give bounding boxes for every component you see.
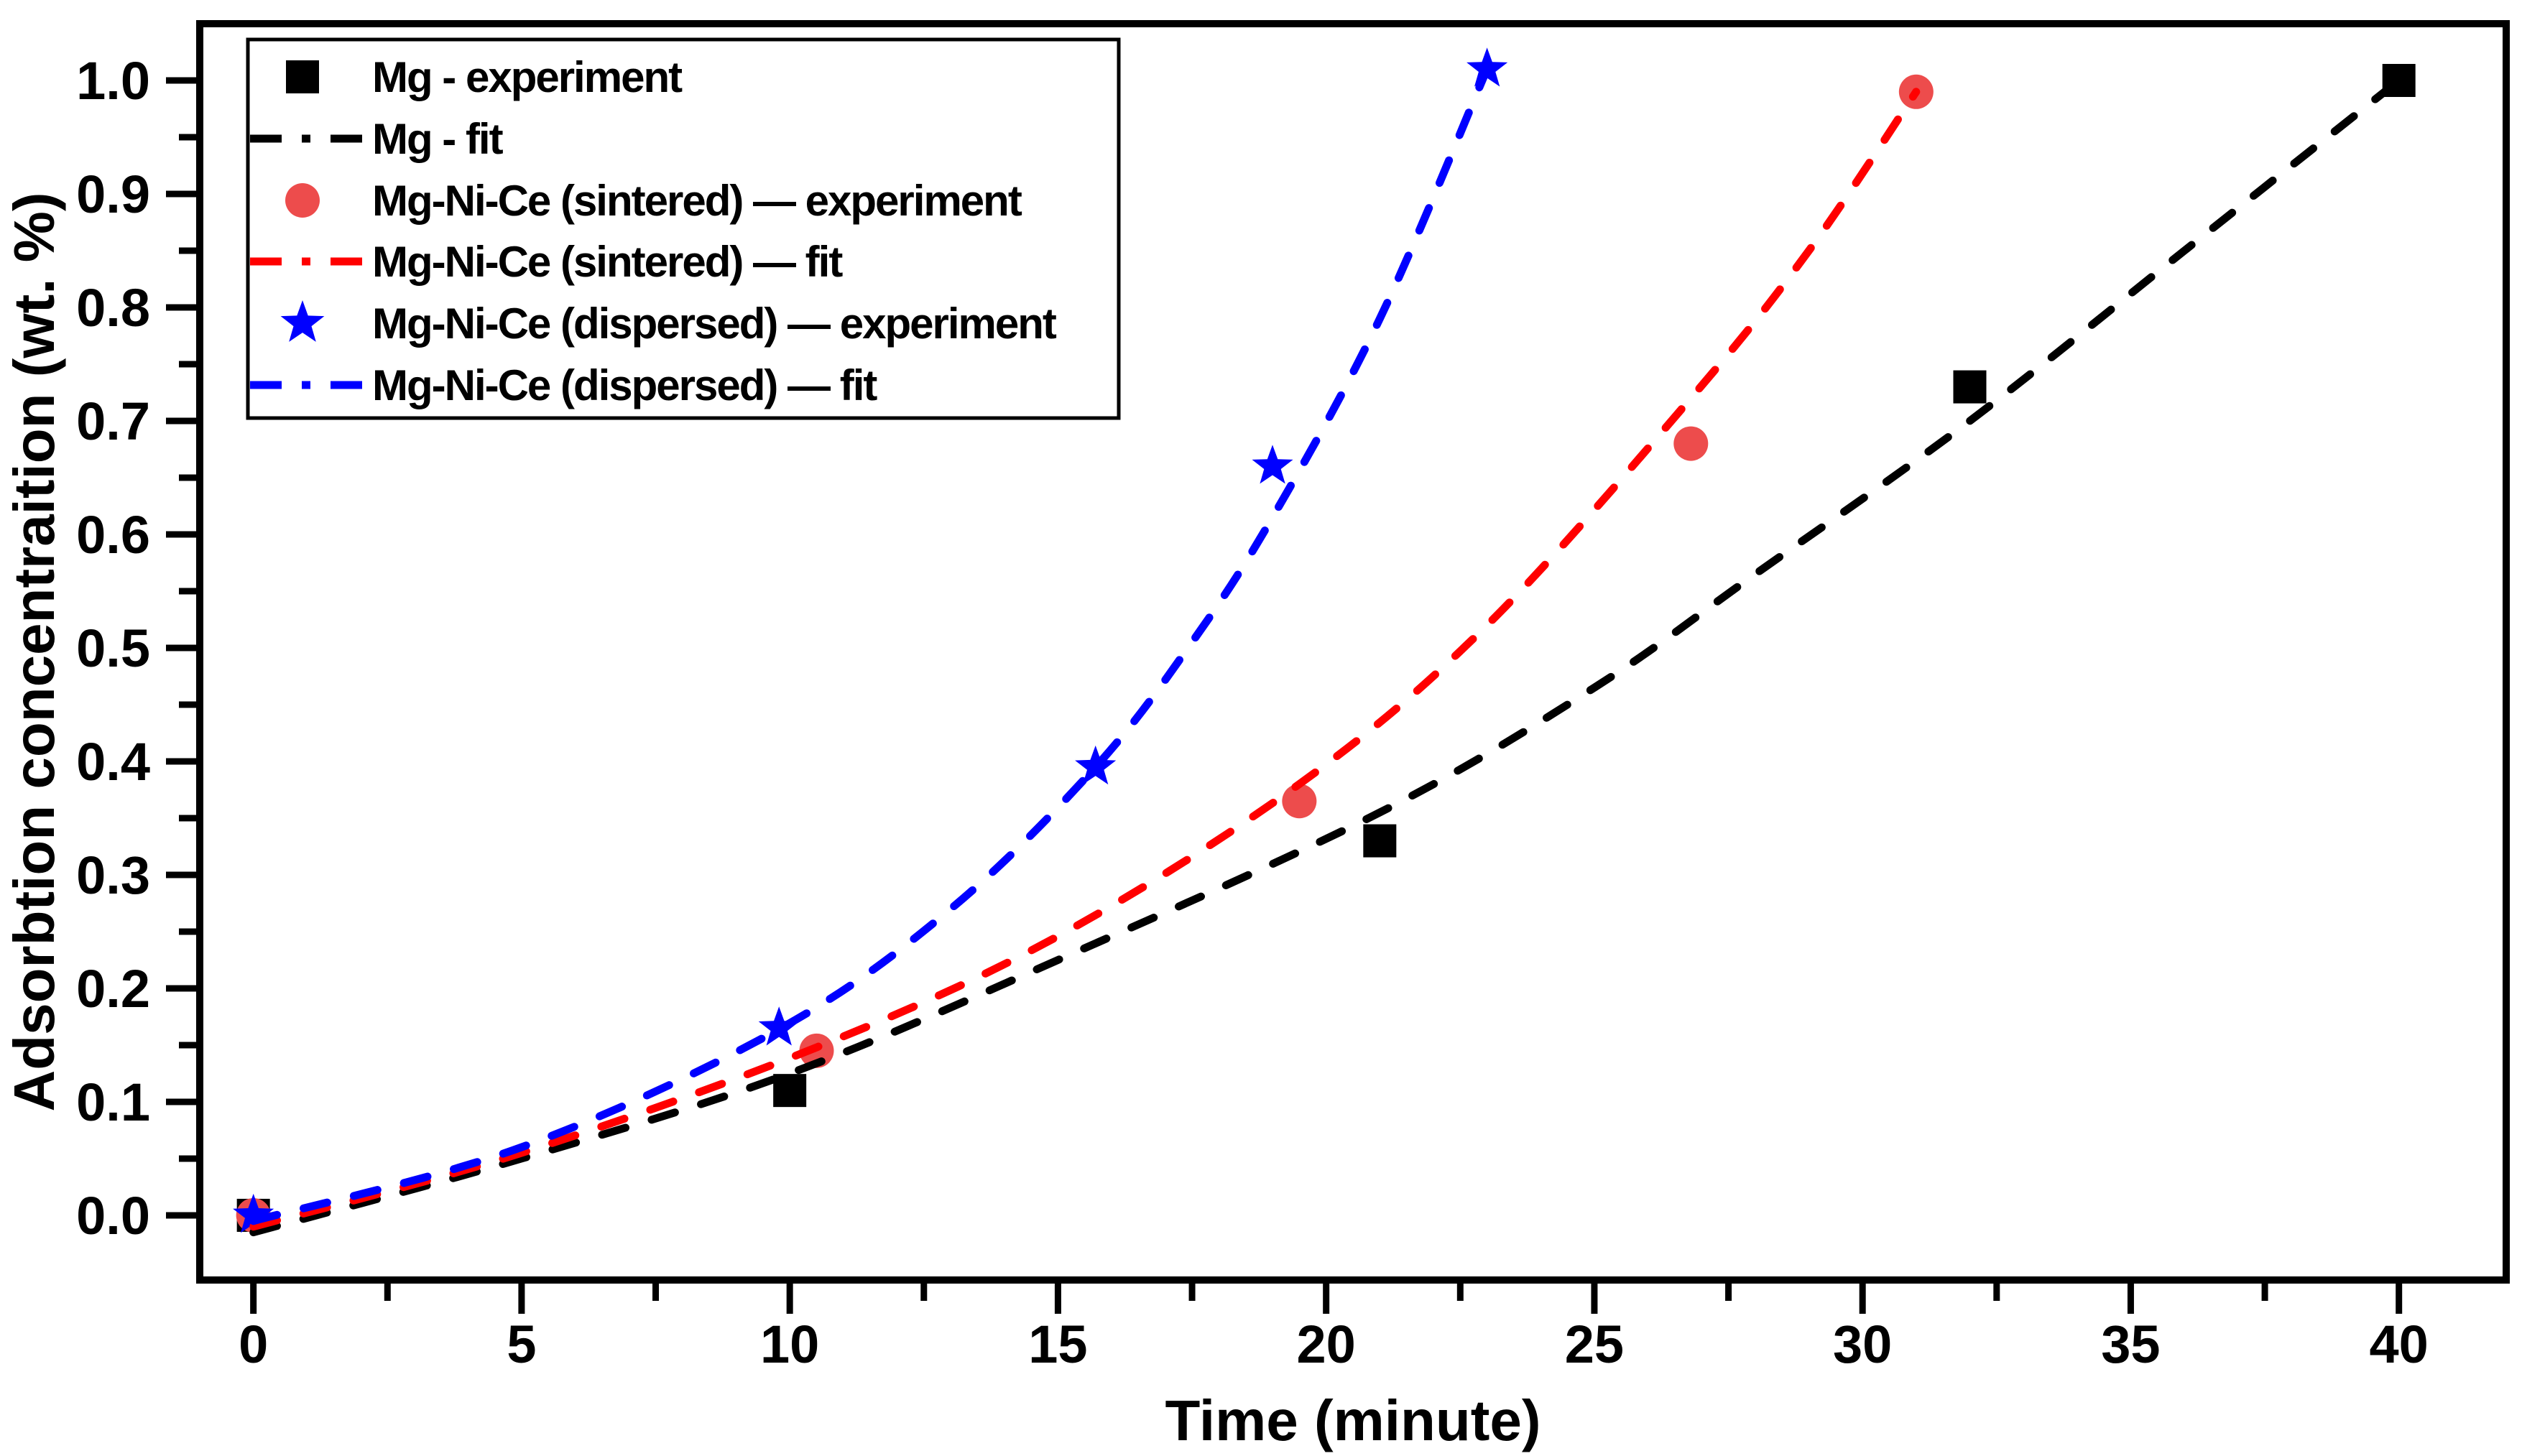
axes-spine bbox=[196, 20, 2510, 1284]
x-tick-label: 10 bbox=[760, 1314, 819, 1374]
y-tick-label: 1.0 bbox=[76, 51, 150, 111]
legend-label: Mg-Ni-Ce (sintered) — fit bbox=[372, 238, 843, 286]
x-tick-label: 40 bbox=[2370, 1314, 2429, 1374]
fit-curve bbox=[249, 76, 2403, 1237]
legend-label: Mg-Ni-Ce (dispersed) — experiment bbox=[372, 300, 1057, 348]
x-tick-label: 35 bbox=[2101, 1314, 2160, 1374]
x-tick-label: 25 bbox=[1565, 1314, 1624, 1374]
data-point-square bbox=[1953, 370, 1987, 404]
y-tick-label: 0.8 bbox=[76, 278, 150, 338]
data-point-star bbox=[233, 1193, 274, 1233]
legend-star-swatch bbox=[280, 300, 325, 342]
legend-label: Mg - experiment bbox=[372, 53, 683, 101]
y-tick-label: 0.9 bbox=[76, 164, 150, 224]
x-tick-label: 30 bbox=[1833, 1314, 1892, 1374]
data-point-circle bbox=[1673, 426, 1709, 461]
x-tick-label: 0 bbox=[239, 1314, 268, 1374]
y-tick-label: 0.6 bbox=[76, 505, 150, 565]
fit-curve bbox=[249, 88, 1921, 1231]
data-point-square bbox=[773, 1074, 807, 1108]
x-tick-label: 15 bbox=[1028, 1314, 1087, 1374]
x-tick-label: 20 bbox=[1297, 1314, 1356, 1374]
legend-label: Mg-Ni-Ce (sintered) — experiment bbox=[372, 177, 1022, 225]
fit-curve bbox=[249, 65, 1492, 1225]
legend-circle-swatch bbox=[285, 183, 320, 218]
y-tick-label: 0.1 bbox=[76, 1072, 150, 1132]
y-tick-label: 0.2 bbox=[76, 959, 150, 1019]
legend-label: Mg-Ni-Ce (dispersed) — fit bbox=[372, 361, 877, 409]
y-axis-title: Adsorbtion concentraition (wt. %) bbox=[2, 193, 66, 1112]
y-tick-label: 0.4 bbox=[76, 732, 150, 792]
data-point-square bbox=[1363, 824, 1397, 858]
data-point-star bbox=[1252, 445, 1293, 484]
y-tick-label: 0.3 bbox=[76, 845, 150, 905]
y-tick-label: 0.5 bbox=[76, 618, 150, 678]
x-tick-label: 5 bbox=[507, 1314, 536, 1374]
data-point-circle bbox=[1282, 784, 1317, 819]
y-tick-label: 0.7 bbox=[76, 391, 150, 451]
data-point-star bbox=[758, 1006, 800, 1046]
y-tick-label: 0.0 bbox=[76, 1186, 150, 1246]
x-axis-title: Time (minute) bbox=[1165, 1388, 1541, 1452]
legend-square-swatch bbox=[286, 60, 319, 93]
data-point-star bbox=[1075, 745, 1117, 785]
legend-label: Mg - fit bbox=[372, 115, 504, 163]
legend-box bbox=[246, 37, 1121, 420]
